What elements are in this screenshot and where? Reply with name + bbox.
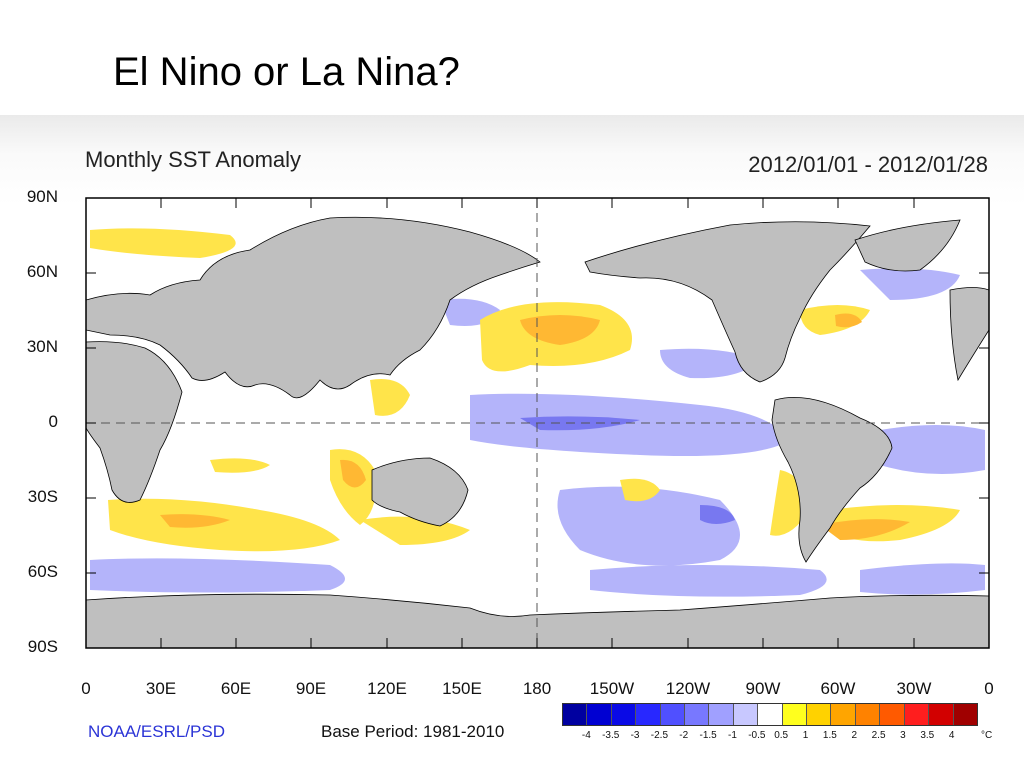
legend-swatch — [758, 704, 783, 725]
legend-swatch — [782, 704, 808, 725]
lat-label-60s: 60S — [27, 562, 58, 581]
lat-label-30s: 30S — [27, 487, 58, 506]
lat-label-equator: 0 — [48, 412, 58, 431]
lon-label-30e: 30E — [145, 679, 177, 698]
legend-swatch — [953, 704, 977, 725]
legend-tick-label: -1.5 — [699, 730, 717, 741]
legend-swatch — [880, 704, 905, 725]
cold-anomaly-regions — [90, 268, 985, 597]
lon-label-180: 180 — [522, 679, 552, 698]
lon-label-90w: 90W — [745, 679, 781, 698]
strong-warm-anomaly — [160, 313, 910, 540]
lon-label-150e: 150E — [442, 679, 482, 698]
legend-swatch — [685, 704, 710, 725]
legend-tick-label: -1 — [728, 730, 737, 741]
lon-label-120w: 120W — [665, 679, 711, 698]
legend-tick-label: 1 — [802, 730, 809, 741]
legend-tick-label: -0.5 — [748, 730, 766, 741]
lon-label-0: 0 — [81, 679, 91, 698]
lat-label-30n: 30N — [26, 337, 58, 356]
lon-label-0-east: 0 — [984, 679, 994, 698]
map-title: Monthly SST Anomaly — [85, 147, 302, 172]
legend-swatch — [709, 704, 734, 725]
legend-swatch — [636, 704, 661, 725]
slide-title: El Nino or La Nina? — [113, 50, 460, 94]
color-legend — [562, 703, 978, 726]
legend-tick-label: 3 — [900, 730, 906, 741]
legend-swatch — [563, 704, 588, 725]
lat-label-90n: 90N — [26, 187, 58, 206]
legend-swatch — [807, 704, 832, 725]
legend-swatch — [660, 704, 686, 725]
lat-label-60n: 60N — [26, 262, 58, 281]
map-date-range: 2012/01/01 - 2012/01/28 — [748, 152, 988, 177]
legend-tick-label: 4 — [948, 730, 955, 741]
lon-label-60w: 60W — [820, 679, 856, 698]
legend-swatch — [855, 704, 881, 725]
strong-cold-anomaly — [520, 416, 735, 524]
legend-tick-label: -3.5 — [602, 730, 620, 741]
legend-tick-label: -2 — [679, 730, 689, 741]
legend-swatch — [611, 704, 637, 725]
legend-tick-label: 2.5 — [871, 730, 886, 741]
legend-tick-label: 1.5 — [822, 730, 837, 741]
legend-swatch — [929, 704, 954, 725]
legend-swatch — [733, 704, 759, 725]
legend-tick-label: 0.5 — [774, 730, 789, 741]
lon-label-60e: 60E — [220, 679, 252, 698]
data-credit: NOAA/ESRL/PSD — [88, 722, 225, 741]
legend-swatch — [831, 704, 856, 725]
lat-label-90s: 90S — [27, 637, 58, 656]
base-period: Base Period: 1981-2010 — [321, 722, 505, 741]
legend-tick-label: -2.5 — [650, 730, 669, 741]
legend-tick-label: -3 — [630, 730, 640, 741]
lon-label-30w: 30W — [896, 679, 932, 698]
lon-label-120e: 120E — [367, 679, 407, 698]
legend-tick-label: 2 — [851, 730, 858, 741]
legend-unit: °C — [981, 730, 993, 741]
legend-swatch — [904, 704, 930, 725]
legend-swatch — [587, 704, 612, 725]
axis-ticks — [86, 198, 989, 648]
map-frame — [85, 197, 990, 649]
legend-tick-label: -4 — [581, 730, 591, 741]
legend-tick-label: 3.5 — [920, 730, 935, 741]
lon-label-90e: 90E — [295, 679, 327, 698]
lon-label-150w: 150W — [589, 679, 635, 698]
